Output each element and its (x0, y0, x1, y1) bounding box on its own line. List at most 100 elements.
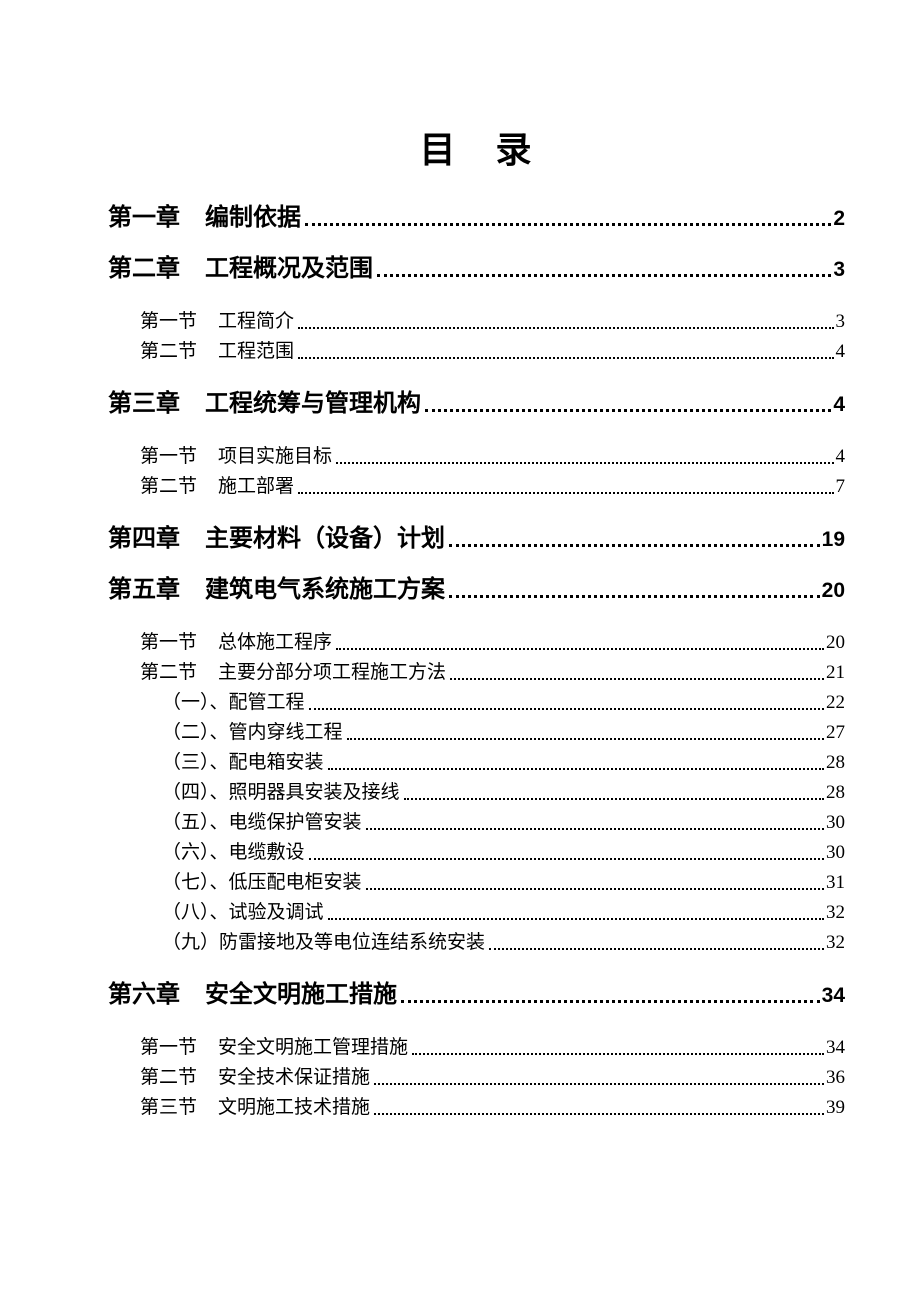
toc-entry-title: 工程简介 (218, 311, 295, 332)
toc-entry-title: 工程统筹与管理机构 (205, 391, 421, 417)
toc-entry-title: 项目实施目标 (218, 446, 333, 467)
toc-entry[interactable]: 第一章 编制依据 2 (108, 205, 845, 232)
dot-leader-icon (425, 409, 832, 412)
toc-entry-title: 配电箱安装 (228, 752, 324, 773)
dot-leader-icon (327, 918, 824, 920)
toc-entry-title: 施工部署 (218, 476, 295, 497)
toc-entry-number: 第一节 (140, 311, 198, 332)
toc-entry-page: 22 (826, 692, 845, 713)
toc-entry[interactable]: （三）、 配电箱安装 28 (108, 748, 845, 778)
dot-leader-icon (449, 595, 820, 598)
toc-entry-title: 建筑电气系统施工方案 (205, 577, 445, 603)
toc-entry-title: 电缆敷设 (228, 842, 305, 863)
toc-entry-number: 第三节 (140, 1097, 198, 1118)
toc-entry-page: 31 (826, 872, 845, 893)
toc-entry[interactable]: 第二章 工程概况及范围 3 (108, 256, 845, 283)
toc-entry-title: 安全文明施工管理措施 (218, 1037, 409, 1058)
toc-entry-title: 主要分部分项工程施工方法 (218, 662, 447, 683)
toc-entry-page: 30 (826, 842, 845, 863)
toc-entry[interactable]: 第四章 主要材料（设备）计划 19 (108, 526, 845, 553)
dot-leader-icon (298, 492, 834, 494)
toc-entry-number: 第六章 (108, 982, 180, 1008)
dot-leader-icon (365, 888, 824, 890)
toc-entry[interactable]: 第二节 施工部署 7 (108, 472, 845, 502)
dot-leader-icon (336, 648, 824, 650)
toc-entry-page: 27 (826, 722, 845, 743)
toc-entry-number: （八）、 (162, 902, 229, 923)
toc-entry[interactable]: （八）、 试验及调试 32 (108, 898, 845, 928)
toc-entry[interactable]: 第一节 工程简介 3 (108, 307, 845, 337)
toc-entry-number: 第二节 (140, 476, 198, 497)
toc-entry-title: 试验及调试 (228, 902, 324, 923)
toc-entry-title: 低压配电柜安装 (228, 872, 362, 893)
dot-leader-icon (305, 223, 832, 226)
toc-entry-number: （二）、 (162, 722, 229, 743)
toc-entry-title: 编制依据 (205, 205, 301, 231)
toc-entry-title: 防雷接地及等电位连结系统安装 (219, 932, 486, 953)
toc-entry[interactable]: 第三节 文明施工技术措施 39 (108, 1093, 845, 1123)
toc-entry-page: 3 (835, 311, 846, 332)
toc-entry[interactable]: （七）、 低压配电柜安装 31 (108, 868, 845, 898)
toc-entry-number: 第二节 (140, 1067, 198, 1088)
toc-entry[interactable]: （四）、 照明器具安装及接线 28 (108, 778, 845, 808)
toc-entry[interactable]: 第二节 主要分部分项工程施工方法 21 (108, 658, 845, 688)
dot-leader-icon (298, 357, 834, 359)
toc-entry-title: 照明器具安装及接线 (228, 782, 400, 803)
toc-entry-page: 2 (833, 207, 845, 230)
dot-leader-icon (346, 738, 824, 740)
toc-entry-number: 第一节 (140, 1037, 198, 1058)
toc-entry[interactable]: 第六章 安全文明施工措施 34 (108, 982, 845, 1009)
toc-entry-title: 工程范围 (218, 341, 295, 362)
toc-entry-number: 第二节 (140, 662, 198, 683)
toc-entry-number: 第五章 (108, 577, 180, 603)
dot-leader-icon (336, 462, 834, 464)
toc-entry-number: （四）、 (162, 782, 229, 803)
toc-entry-title: 总体施工程序 (218, 632, 333, 653)
dot-leader-icon (403, 798, 824, 800)
toc-entry-number: （六）、 (162, 842, 229, 863)
dot-leader-icon (308, 858, 824, 860)
toc-entry-title: 工程概况及范围 (205, 256, 373, 282)
toc-entry-title: 主要材料（设备）计划 (205, 526, 445, 552)
toc-entry-title: 文明施工技术措施 (218, 1097, 371, 1118)
toc-entry-page: 4 (835, 446, 846, 467)
toc-entry[interactable]: 第一节 总体施工程序 20 (108, 628, 845, 658)
toc-entry-number: 第二节 (140, 341, 198, 362)
toc-entry-page: 28 (826, 752, 845, 773)
dot-leader-icon (489, 948, 824, 950)
toc-entry[interactable]: （九） 防雷接地及等电位连结系统安装 32 (108, 928, 845, 958)
dot-leader-icon (377, 274, 832, 277)
toc-entry-page: 34 (821, 984, 845, 1007)
toc-entry-title: 电缆保护管安装 (228, 812, 362, 833)
toc-entry[interactable]: 第一节 安全文明施工管理措施 34 (108, 1033, 845, 1063)
toc-entry-number: （五）、 (162, 812, 229, 833)
toc-title: 目 录 (419, 130, 534, 170)
toc-entry[interactable]: 第五章 建筑电气系统施工方案 20 (108, 577, 845, 604)
toc-entry[interactable]: 第一节 项目实施目标 4 (108, 442, 845, 472)
toc-entry-number: （三）、 (162, 752, 229, 773)
toc-entry-page: 21 (826, 662, 845, 683)
toc-entry-page: 30 (826, 812, 845, 833)
toc-entry[interactable]: 第二节 安全技术保证措施 36 (108, 1063, 845, 1093)
toc-entry-number: 第一章 (108, 205, 180, 231)
toc-entry[interactable]: （五）、 电缆保护管安装 30 (108, 808, 845, 838)
toc-entry[interactable]: （二）、 管内穿线工程 27 (108, 718, 845, 748)
toc-entry-page: 32 (826, 902, 845, 923)
dot-leader-icon (308, 708, 824, 710)
toc-entry-page: 32 (826, 932, 845, 953)
toc-entry-page: 3 (833, 258, 845, 281)
toc-entry[interactable]: （六）、 电缆敷设 30 (108, 838, 845, 868)
toc-entry-number: 第二章 (108, 256, 180, 282)
toc-entry-page: 4 (833, 393, 845, 416)
toc-entry[interactable]: 第三章 工程统筹与管理机构 4 (108, 391, 845, 418)
toc-entry-page: 20 (821, 579, 845, 602)
toc-entry-title: 安全文明施工措施 (205, 982, 397, 1008)
toc-entry-page: 36 (826, 1067, 845, 1088)
dot-leader-icon (374, 1113, 824, 1115)
dot-leader-icon (327, 768, 824, 770)
toc-entry[interactable]: 第二节 工程范围 4 (108, 337, 845, 367)
toc-entry-number: 第三章 (108, 391, 180, 417)
toc-entry-page: 19 (821, 528, 845, 551)
toc-entry[interactable]: （一）、 配管工程 22 (108, 688, 845, 718)
